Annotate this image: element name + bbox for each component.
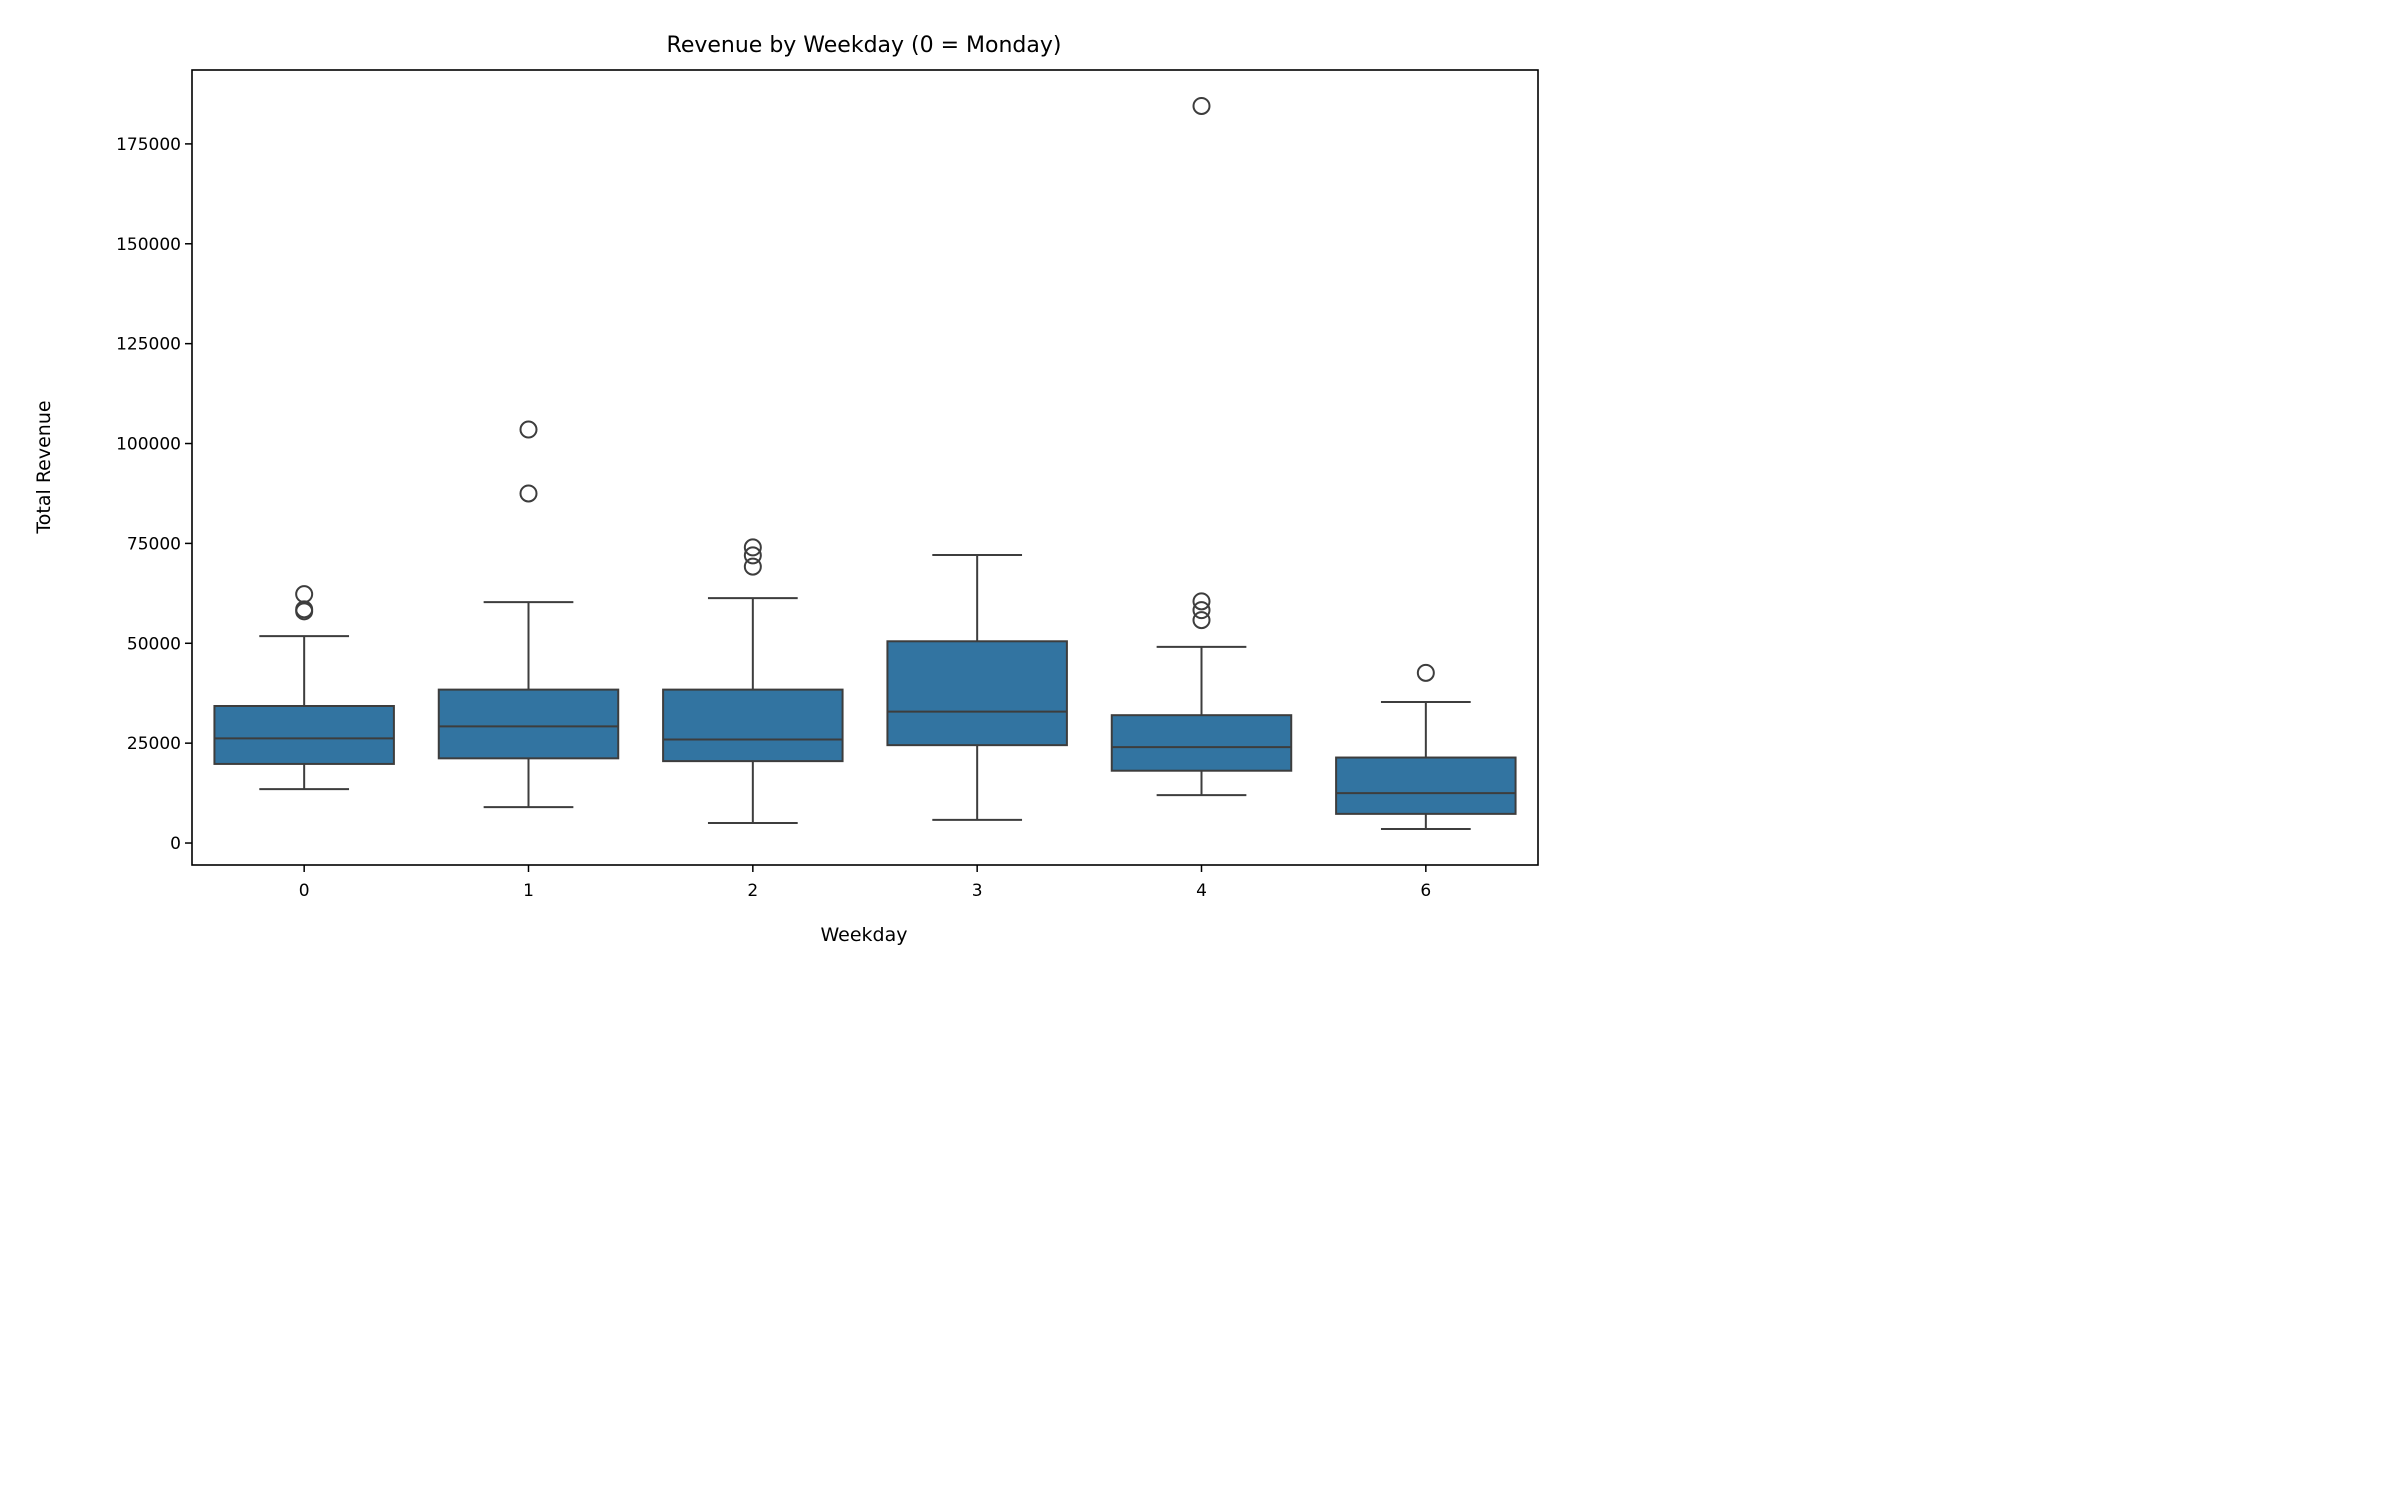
- outlier-point: [743, 538, 762, 557]
- x-axis-title: Weekday: [820, 924, 907, 946]
- outlier-point: [1416, 663, 1435, 682]
- outlier-point: [519, 484, 538, 503]
- outlier-point: [1192, 96, 1211, 115]
- y-axis-title: Total Revenue: [33, 400, 55, 534]
- y-tick-label: 175000: [116, 135, 181, 155]
- chart-title: Revenue by Weekday (0 = Monday): [667, 33, 1062, 58]
- y-tick-label: 0: [170, 834, 181, 854]
- x-tick-label: 2: [747, 881, 758, 901]
- y-tick-label: 150000: [116, 235, 181, 255]
- outlier-point: [1192, 601, 1211, 620]
- iqr-box: [886, 640, 1068, 747]
- x-tick-label: 4: [1196, 881, 1207, 901]
- x-tick-label: 0: [299, 881, 310, 901]
- outlier-point: [1192, 611, 1211, 630]
- y-tick-label: 50000: [127, 634, 181, 654]
- box-group-6: [1335, 663, 1517, 831]
- box-group-3: [886, 553, 1068, 821]
- box-group-1: [437, 420, 620, 809]
- box-group-2: [662, 538, 844, 825]
- x-tick-label: 1: [523, 881, 534, 901]
- boxplot-chart: Revenue by Weekday (0 = Monday) 0 25000 50…: [33, 33, 1539, 946]
- plot-frame: [191, 69, 1539, 866]
- iqr-box: [213, 705, 395, 765]
- x-tick-label: 3: [972, 881, 983, 901]
- outlier-point: [743, 557, 762, 576]
- y-tick-label: 75000: [127, 534, 181, 554]
- outlier-point: [743, 546, 762, 565]
- y-tick-label: 25000: [127, 734, 181, 754]
- x-axis: 0 1 2 3 4 6: [299, 865, 1431, 901]
- iqr-box: [1110, 714, 1293, 772]
- iqr-box: [662, 688, 844, 763]
- outlier-point: [519, 420, 538, 439]
- y-axis: 0 25000 50000 75000 100000 125000 150000 175000: [116, 135, 192, 854]
- outlier-point: [295, 585, 314, 604]
- plot-area: [213, 96, 1517, 831]
- iqr-box: [437, 688, 620, 760]
- box-group-4: [1110, 96, 1293, 797]
- y-tick-label: 100000: [116, 435, 181, 455]
- box-group-0: [213, 585, 395, 791]
- outlier-point: [1192, 592, 1211, 611]
- iqr-box: [1335, 756, 1517, 815]
- y-tick-label: 125000: [116, 335, 181, 355]
- x-tick-label: 6: [1420, 881, 1431, 901]
